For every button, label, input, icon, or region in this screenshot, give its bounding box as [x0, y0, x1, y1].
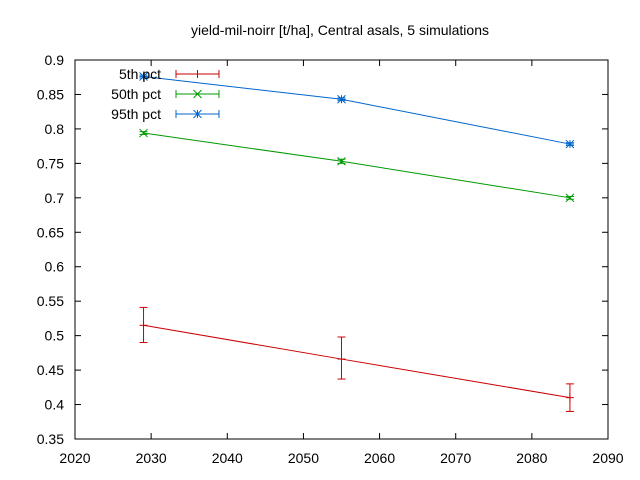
legend-marker	[193, 89, 202, 99]
y-tick-label: 0.8	[45, 121, 65, 137]
data-point	[565, 193, 575, 203]
series-line	[143, 324, 571, 399]
x-tick-label: 2070	[440, 450, 471, 466]
y-tick-label: 0.85	[37, 86, 64, 102]
series-2	[139, 128, 575, 203]
y-tick-label: 0.5	[45, 328, 65, 344]
series-layer	[139, 72, 575, 412]
data-point	[139, 128, 148, 138]
plot-frame	[74, 59, 609, 440]
y-tick-label: 0.65	[37, 224, 64, 240]
y-tick-label: 0.45	[37, 362, 64, 378]
x-tick-label: 2080	[516, 450, 547, 466]
legend-label: 50th pct	[111, 86, 161, 102]
data-point	[565, 139, 575, 149]
legend-item-3: 95th pct	[111, 106, 220, 122]
data-point	[139, 321, 148, 330]
series-line	[143, 132, 571, 199]
x-tick-label: 2050	[288, 450, 319, 466]
data-point	[139, 72, 148, 81]
x-tick-label: 2020	[59, 450, 90, 466]
chart-title: yield-mil-noirr [t/ha], Central asals, 5…	[191, 22, 489, 38]
legend-label: 95th pct	[111, 106, 161, 122]
legend-marker	[193, 70, 202, 78]
x-tick-label: 2040	[212, 450, 243, 466]
y-tick-label: 0.35	[37, 431, 64, 447]
legend-marker	[193, 109, 202, 119]
data-point	[337, 156, 346, 166]
y-tick-label: 0.7	[45, 190, 65, 206]
legend: 5th pct 50th pct 95th pct	[111, 66, 220, 122]
data-point	[337, 94, 346, 104]
y-tick-label: 0.55	[37, 293, 64, 309]
data-point	[565, 393, 574, 402]
series-1	[139, 306, 574, 412]
y-tick-label: 0.6	[45, 259, 65, 275]
legend-item-1: 5th pct	[119, 66, 220, 82]
x-tick-label: 2090	[592, 450, 623, 466]
x-tick-label: 2030	[136, 450, 167, 466]
y-tick-label: 0.4	[45, 397, 65, 413]
y-tick-label: 0.9	[45, 52, 65, 68]
series-3	[139, 72, 575, 149]
data-point	[337, 355, 346, 364]
legend-label: 5th pct	[119, 66, 161, 82]
axes: 2020 2030 2040 2050 2060 2070 2080 2090 0.35 0.4 0…	[37, 52, 624, 466]
series-line	[143, 76, 571, 145]
legend-item-2: 50th pct	[111, 86, 220, 102]
y-tick-label: 0.75	[37, 155, 64, 171]
x-tick-label: 2060	[364, 450, 395, 466]
